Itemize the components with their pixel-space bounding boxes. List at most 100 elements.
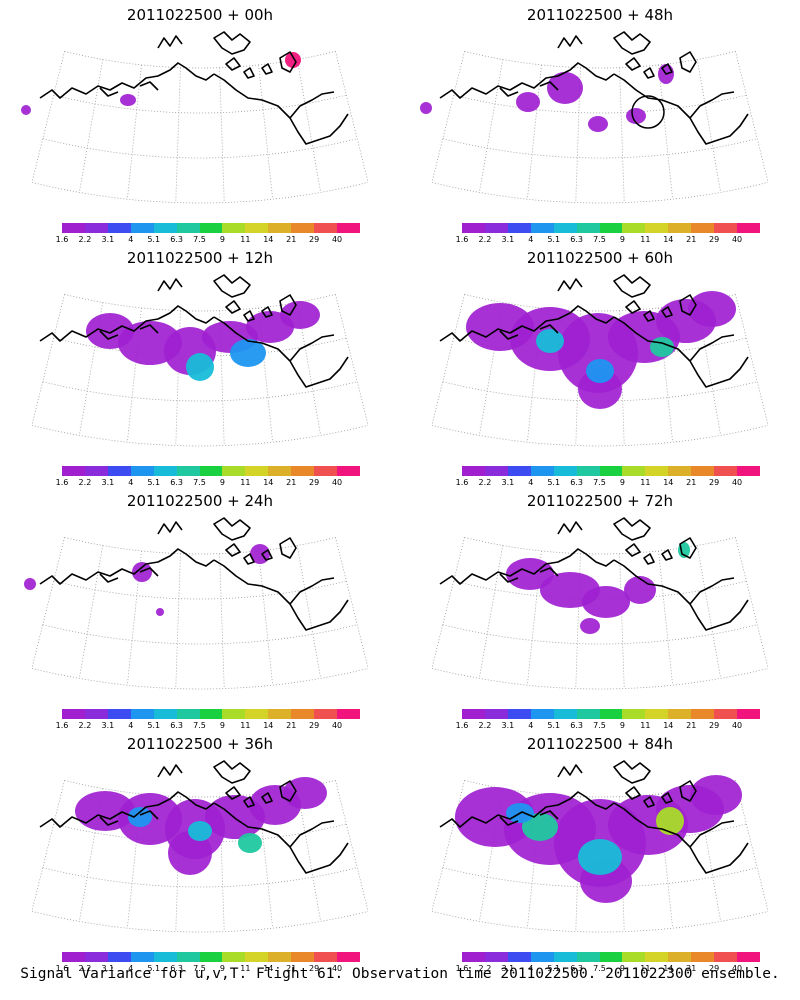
colorbar-tick-label: 29	[309, 235, 320, 244]
variance-blob	[578, 839, 622, 875]
colorbar-tick-label: 40	[331, 235, 343, 244]
colorbar-swatch	[484, 709, 508, 719]
colorbar-swatch	[576, 709, 600, 719]
colorbar-tick-label: 9	[219, 964, 225, 973]
colorbar-swatch	[337, 952, 360, 962]
colorbar-swatch	[576, 223, 600, 233]
colorbar-swatch	[84, 223, 108, 233]
colorbar-swatch	[462, 466, 485, 476]
colorbar-tick-label: 14	[263, 721, 274, 730]
map-panel: 2011022500 + 84h 1.6 2.2 3.1 4 5.1 6.3 7.5 9 11 14…	[400, 729, 800, 977]
variance-contours	[21, 52, 301, 115]
colorbar-tick-label: 1.6	[455, 721, 469, 730]
variance-blob	[283, 777, 327, 809]
colorbar-tick-label: 11	[240, 235, 251, 244]
colorbar-swatch	[291, 709, 315, 719]
colorbar-tick-label: 6.3	[170, 964, 183, 973]
colorbar-labels: 1.6 2.2 3.1 4 5.1 6.3 7.5 9 11 14 21 29 40	[56, 478, 360, 488]
colorbar-tick-label: 14	[663, 721, 674, 730]
colorbar-swatch	[222, 223, 246, 233]
colorbar-tick-label: 14	[263, 964, 274, 973]
colorbar-tick-label: 21	[686, 478, 697, 487]
colorbar	[462, 466, 760, 476]
colorbar-tick-label: 29	[309, 964, 320, 973]
colorbar-tick-label: 14	[663, 964, 674, 973]
colorbar-swatch	[314, 709, 338, 719]
colorbar-tick-label: 3.1	[501, 721, 515, 730]
colorbar-tick-label: 7.5	[593, 235, 606, 244]
colorbar-swatch	[622, 952, 646, 962]
colorbar-swatch	[314, 952, 338, 962]
variance-blob	[280, 301, 320, 329]
colorbar-tick-label: 7.5	[193, 721, 206, 730]
colorbar-tick-label: 29	[709, 721, 720, 730]
colorbar-swatch	[507, 952, 531, 962]
colorbar-tick-label: 40	[731, 235, 743, 244]
colorbar-tick-label: 11	[640, 721, 651, 730]
panel-title: 2011022500 + 36h	[126, 735, 274, 753]
colorbar-swatch	[737, 709, 760, 719]
map-panel: 2011022500 + 12h 1.6 2.2 3.1 4 5.1 6.3 7.5 9 11 14…	[0, 243, 400, 491]
coastline	[39, 760, 349, 874]
colorbar-swatch	[462, 709, 485, 719]
colorbar-swatch	[314, 466, 338, 476]
colorbar-swatch	[107, 952, 131, 962]
colorbar-tick-label: 11	[640, 235, 651, 244]
colorbar-swatch	[337, 709, 360, 719]
panel-title: 2011022500 + 48h	[526, 6, 674, 24]
colorbar-tick-label: 4	[128, 235, 134, 244]
colorbar-tick-label: 9	[219, 478, 225, 487]
colorbar-tick-label: 2.2	[78, 721, 92, 730]
variance-blob	[285, 52, 301, 68]
colorbar-swatch	[245, 223, 269, 233]
colorbar-swatch	[645, 709, 669, 719]
colorbar-swatch	[507, 709, 531, 719]
colorbar-tick-label: 21	[286, 235, 297, 244]
colorbar-swatch	[530, 466, 554, 476]
colorbar-swatch	[337, 466, 360, 476]
variance-blob	[688, 291, 736, 327]
map-panel: 2011022500 + 48h 1.6 2.2 3.1 4 5.1 6.3 7.5 9 11 14…	[400, 0, 800, 248]
colorbar-tick-label: 14	[663, 235, 674, 244]
colorbar-tick-label: 3.1	[101, 478, 115, 487]
colorbar-swatch	[291, 466, 315, 476]
colorbar-tick-label: 1.6	[55, 478, 69, 487]
colorbar-tick-label: 40	[331, 964, 343, 973]
colorbar-tick-label: 3.1	[101, 235, 115, 244]
colorbar-swatch	[668, 223, 692, 233]
colorbar-swatch	[245, 952, 269, 962]
colorbar-swatch	[576, 952, 600, 962]
colorbar-swatch	[714, 952, 738, 962]
colorbar-tick-label: 7.5	[593, 721, 606, 730]
colorbar-swatch	[130, 223, 154, 233]
map-graticule	[431, 51, 769, 204]
colorbar-swatch	[691, 223, 715, 233]
colorbar-swatch	[645, 223, 669, 233]
panel-title: 2011022500 + 60h	[526, 249, 674, 267]
colorbar-swatch	[484, 952, 508, 962]
colorbar-tick-label: 4	[528, 478, 534, 487]
colorbar-tick-label: 29	[709, 478, 720, 487]
colorbar-swatch	[553, 952, 577, 962]
colorbar-swatch	[222, 952, 246, 962]
colorbar-swatch	[668, 466, 692, 476]
colorbar-tick-label: 9	[619, 235, 625, 244]
colorbar-tick-label: 4	[528, 721, 534, 730]
colorbar-tick-label: 29	[309, 478, 320, 487]
variance-contours	[455, 775, 742, 903]
colorbar-swatch	[62, 709, 85, 719]
variance-blob	[24, 578, 36, 590]
colorbar-tick-label: 7.5	[193, 235, 206, 244]
colorbar-swatch	[291, 223, 315, 233]
colorbar-swatch	[268, 466, 292, 476]
colorbar-tick-label: 2.2	[478, 964, 492, 973]
colorbar-tick-label: 11	[240, 721, 251, 730]
colorbar-swatch	[691, 952, 715, 962]
variance-blob	[188, 821, 212, 841]
colorbar-swatch	[268, 709, 292, 719]
panel-title: 2011022500 + 84h	[526, 735, 674, 753]
colorbar-swatch	[622, 466, 646, 476]
colorbar-tick-label: 7.5	[593, 478, 606, 487]
variance-blob	[516, 92, 540, 112]
colorbar-tick-label: 9	[619, 964, 625, 973]
